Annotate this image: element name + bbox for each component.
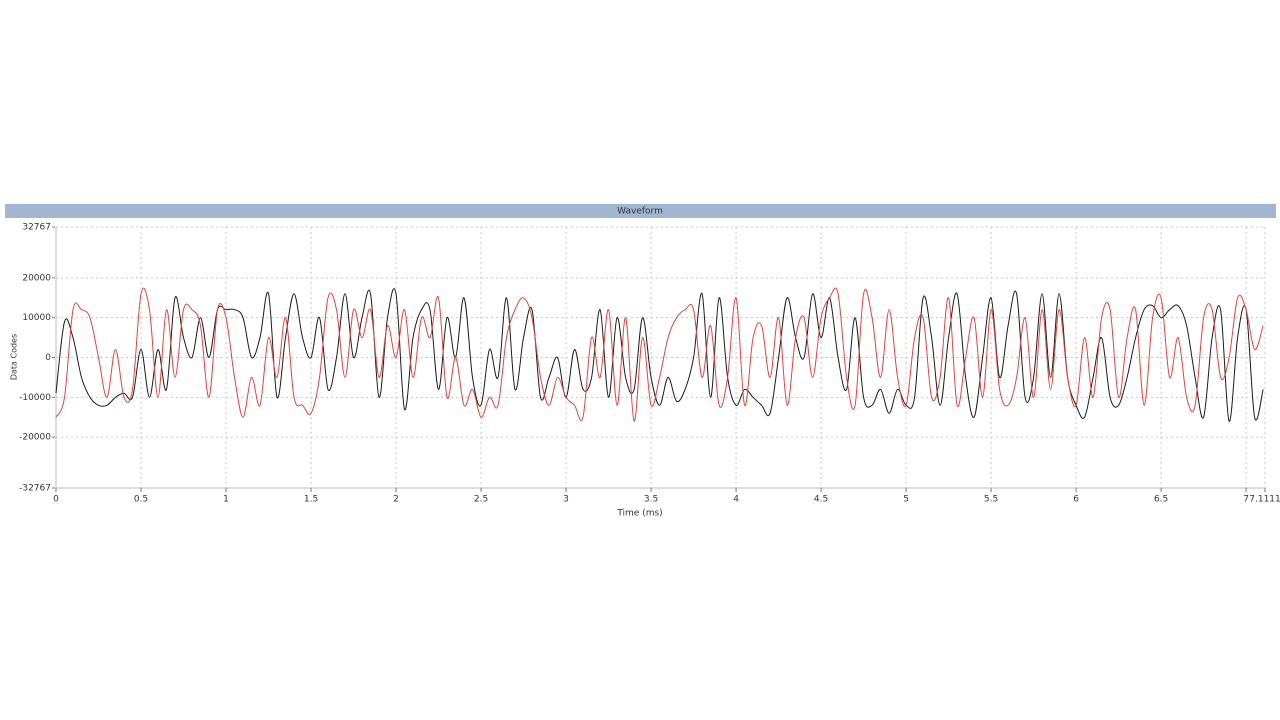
y-tick-label: 20000 <box>22 273 51 283</box>
x-tick-label: 0.5 <box>134 495 148 505</box>
x-tick-label: 1.5 <box>304 495 318 505</box>
x-tick-label: 6.5 <box>1154 495 1168 505</box>
chart-title: Waveform <box>617 207 663 217</box>
waveform-line <box>55 288 1264 422</box>
y-tick-label: -10000 <box>19 393 51 403</box>
x-tick-label: 5.5 <box>984 495 998 505</box>
x-tick-label: 4 <box>733 495 739 505</box>
y-tick-label: 10000 <box>22 313 51 323</box>
x-tick-label: 5 <box>903 495 909 505</box>
x-tick-label: 3 <box>563 495 569 505</box>
x-tick-label: 6 <box>1073 495 1079 505</box>
x-tick-label: 3.5 <box>644 495 658 505</box>
x-tick-label: 0 <box>53 495 59 505</box>
x-tick-label: 1 <box>223 495 229 505</box>
y-axis-label: Data Codes <box>10 334 19 380</box>
x-tick-label: 4.5 <box>814 495 828 505</box>
y-tick-label: -20000 <box>19 433 51 443</box>
y-tick-label: 32767 <box>22 223 51 233</box>
x-tick-label: 2.5 <box>474 495 488 505</box>
title-bar <box>5 204 1276 218</box>
x-tick-label: 7.1111 <box>1249 495 1280 505</box>
y-tick-label: -32767 <box>19 484 51 494</box>
x-tick-label: 7 <box>1243 495 1249 505</box>
y-tick-label: 0 <box>45 353 51 363</box>
x-tick-label: 2 <box>393 495 399 505</box>
x-axis-label: Time (ms) <box>616 509 662 519</box>
waveform-line <box>55 287 1264 422</box>
